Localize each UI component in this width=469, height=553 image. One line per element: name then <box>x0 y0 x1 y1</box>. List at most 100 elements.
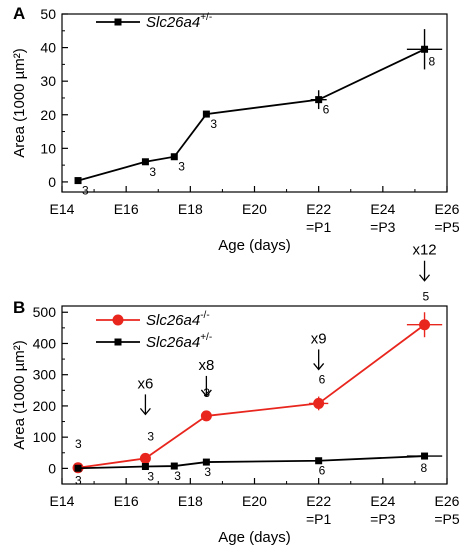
sample-size-label: 6 <box>319 464 326 478</box>
x-tick-label: E16 <box>114 493 139 509</box>
sample-size-label: 6 <box>323 103 330 117</box>
sample-size-label: 3 <box>75 437 82 451</box>
sample-size-label: 5 <box>423 290 430 304</box>
y-tick-label: 40 <box>40 40 56 56</box>
data-point <box>202 110 210 118</box>
sample-size-label: 8 <box>421 461 428 475</box>
x-tick-label: E14 <box>50 201 75 217</box>
legend-label: Slc26a4+/- <box>146 12 212 31</box>
sample-size-label: 3 <box>147 429 154 443</box>
data-point <box>315 457 323 465</box>
x-tick-sublabel: =P5 <box>434 219 460 235</box>
panel-letter: B <box>13 298 25 317</box>
x-tick-label: E26 <box>435 201 460 217</box>
sample-size-label: 3 <box>149 165 156 179</box>
x-axis-label: Age (days) <box>218 529 291 546</box>
fold-change-label: x9 <box>311 330 327 347</box>
x-tick-label: E18 <box>178 493 203 509</box>
legend-label-superscript: +/- <box>200 12 212 23</box>
x-tick-label: E22 <box>306 201 331 217</box>
data-point <box>315 96 323 104</box>
data-point <box>419 319 431 331</box>
y-tick-label: 0 <box>48 174 56 190</box>
data-point <box>170 153 178 161</box>
x-tick-label: E24 <box>370 493 395 509</box>
data-point <box>170 462 178 470</box>
sample-size-label: 3 <box>82 184 89 198</box>
y-tick-label: 20 <box>40 107 56 123</box>
sample-size-label: 3 <box>210 117 217 131</box>
x-tick-label: E24 <box>370 201 395 217</box>
series-line <box>77 48 425 182</box>
data-point <box>141 463 149 471</box>
y-tick-label: 400 <box>33 335 57 351</box>
y-tick-label: 500 <box>33 304 57 320</box>
x-tick-label: E26 <box>435 493 460 509</box>
y-tick-label: 300 <box>33 367 57 383</box>
legend-marker <box>112 314 124 326</box>
data-point <box>421 45 429 53</box>
y-tick-label: 50 <box>40 6 56 22</box>
series-2: 3 3 3 3 6 8 <box>74 452 443 487</box>
fold-change-annotation: x8 <box>198 357 214 397</box>
y-tick-label: 0 <box>48 460 56 476</box>
data-point <box>139 452 151 464</box>
legend-label-name: Slc26a4 <box>146 334 200 351</box>
fold-change-annotation: x6 <box>137 375 153 416</box>
panel-letter: A <box>13 4 25 23</box>
data-point <box>313 397 325 409</box>
sample-size-label: 3 <box>204 465 211 479</box>
x-tick-sublabel: =P1 <box>306 511 332 527</box>
x-tick-label: E22 <box>306 493 331 509</box>
plot-frame <box>61 13 448 193</box>
legend-marker <box>114 338 122 346</box>
fold-change-label: x12 <box>412 242 436 259</box>
data-point <box>200 410 212 422</box>
x-axis-label: Age (days) <box>218 237 291 254</box>
legend-label-superscript: +/- <box>200 332 212 343</box>
sample-size-label: 3 <box>75 473 82 487</box>
legend-label-name: Slc26a4 <box>146 14 200 31</box>
legend-label-name: Slc26a4 <box>146 312 200 329</box>
x-tick-label: E14 <box>50 493 75 509</box>
y-axis-label: Area (1000 µm²) <box>11 340 28 450</box>
sample-size-label: 3 <box>174 469 181 483</box>
sample-size-label: 3 <box>147 470 154 484</box>
fold-change-label: x8 <box>198 357 214 374</box>
x-tick-sublabel: =P1 <box>306 219 332 235</box>
chart-panel-a: A E14 E16 E18 E20 E22 =P1 E24 =P3 E26 =P5 0 10 20 30 40… <box>11 4 460 254</box>
x-tick-label: E20 <box>242 201 267 217</box>
x-tick-label: E18 <box>178 201 203 217</box>
sample-size-label: 6 <box>319 372 326 386</box>
legend-marker <box>114 18 122 26</box>
series-line <box>78 455 425 470</box>
sample-size-label: 8 <box>429 54 436 68</box>
series-line <box>77 324 426 469</box>
x-tick-sublabel: =P5 <box>434 511 460 527</box>
y-tick-label: 100 <box>33 429 57 445</box>
x-tick-label: E20 <box>242 493 267 509</box>
x-tick-label: E16 <box>114 201 139 217</box>
arrow-head <box>313 363 325 371</box>
data-point <box>74 464 82 472</box>
y-tick-label: 30 <box>40 73 56 89</box>
arrow-head <box>200 389 212 397</box>
arrow-head <box>139 407 151 416</box>
data-point <box>202 458 210 466</box>
chart-panel-b: B E14 E16 E18 E20 E22 =P1 E24 =P3 E26 =P5 0 100 200 30… <box>11 242 460 546</box>
y-tick-label: 200 <box>33 398 57 414</box>
data-point <box>141 158 149 166</box>
x-tick-sublabel: =P3 <box>370 219 396 235</box>
x-tick-sublabel: =P3 <box>370 511 396 527</box>
series-1: 3 3 3 3 6 8 <box>74 29 443 198</box>
data-point <box>421 452 429 460</box>
legend-label: Slc26a4+/- <box>146 332 212 351</box>
sample-size-label: 3 <box>178 160 185 174</box>
arrow-head <box>419 274 431 282</box>
series-1: 33365 <box>72 290 443 474</box>
fold-change-annotation: x9 <box>311 330 327 371</box>
legend-label-superscript: -/- <box>200 310 209 321</box>
y-axis-label: Area (1000 µm²) <box>11 48 28 158</box>
data-point <box>74 177 82 185</box>
fold-change-annotation: x12 <box>412 242 437 282</box>
